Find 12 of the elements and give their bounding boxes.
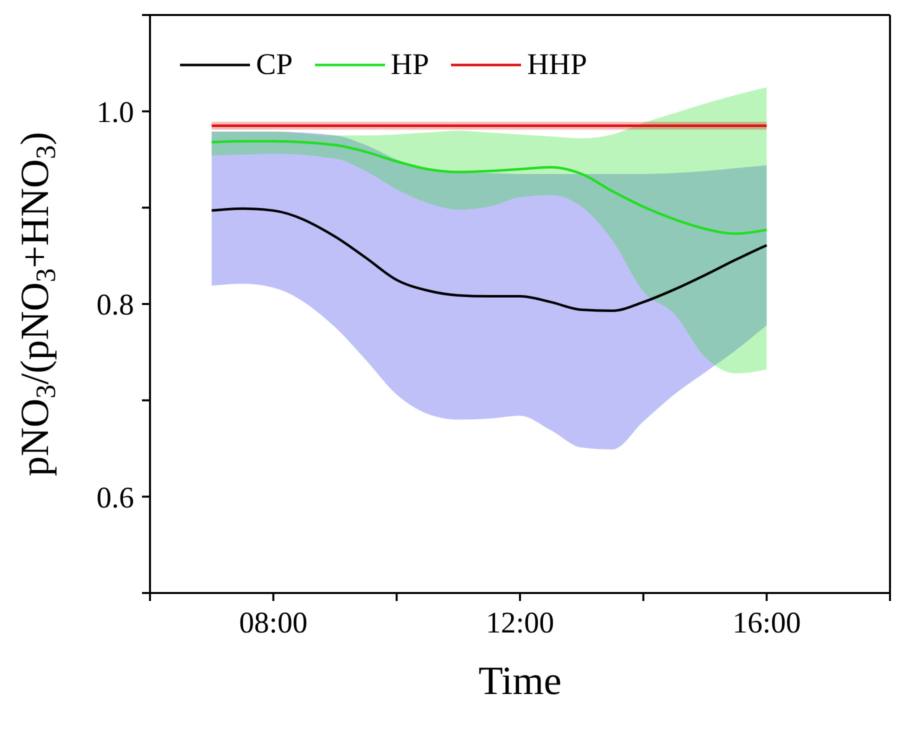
x-tick-label: 12:00: [486, 606, 554, 640]
legend-label: HHP: [527, 48, 588, 82]
y-tick-label: 0.6: [96, 481, 134, 514]
line-series: [210, 207, 768, 312]
y-tick-label: 0.8: [96, 288, 134, 322]
x-tick-label: 08:00: [239, 606, 308, 640]
legend-label: CP: [256, 48, 293, 82]
line-series: [210, 140, 768, 235]
x-tick-label: 16:00: [732, 606, 801, 640]
y-tick-label: 1.0: [96, 96, 134, 129]
x-axis-title: Time: [478, 658, 562, 703]
legend-label: HP: [390, 48, 430, 82]
